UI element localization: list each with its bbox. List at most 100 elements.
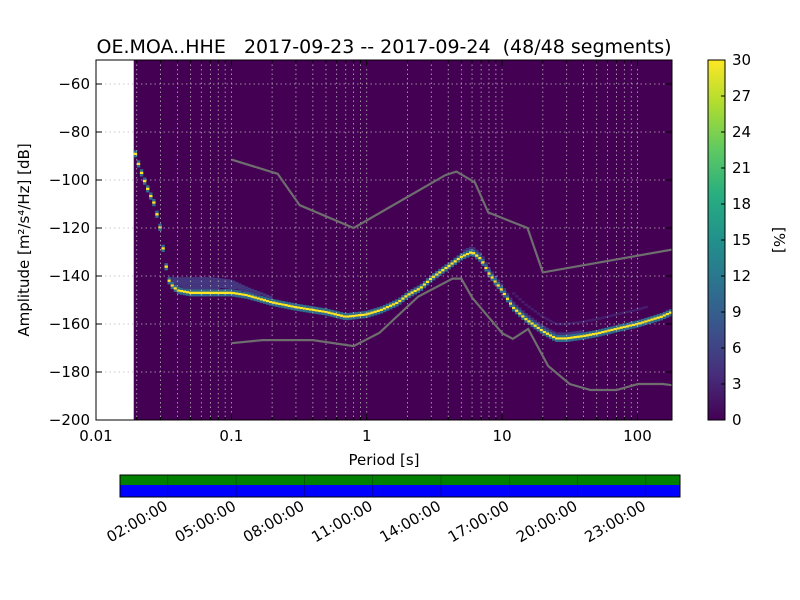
- heatmap-cell: [564, 322, 568, 326]
- heatmap-cell: [598, 334, 602, 337]
- heatmap-cell: [210, 284, 215, 288]
- heatmap-cell: [552, 331, 556, 334]
- heatmap-cell: [527, 317, 531, 321]
- heatmap-cell: [432, 277, 436, 281]
- heatmap-cell: [441, 266, 445, 270]
- heatmap-cell: [573, 338, 577, 341]
- colorbar-tick-label: 15: [732, 231, 751, 249]
- heatmap-cell: [468, 246, 473, 250]
- heatmap-cell: [484, 264, 488, 267]
- heatmap-cell: [579, 330, 584, 333]
- heatmap-cell: [499, 290, 504, 293]
- heatmap-cell: [133, 155, 138, 158]
- heatmap-cell: [179, 282, 184, 285]
- heatmap-cell: [265, 299, 270, 303]
- heatmap-cell: [542, 326, 547, 329]
- heatmap-cell: [419, 283, 424, 287]
- heatmap-cell: [232, 283, 236, 286]
- heatmap-cell: [444, 264, 448, 267]
- heatmap-cell: [435, 273, 439, 276]
- heatmap-cell: [232, 280, 236, 284]
- heatmap-cell: [219, 280, 224, 284]
- heatmap-cell: [198, 289, 202, 292]
- heatmap-cell: [262, 296, 267, 300]
- heatmap-cell: [401, 297, 405, 300]
- heatmap-cell: [179, 289, 184, 293]
- heatmap-cell: [453, 260, 457, 263]
- heatmap-cell: [662, 316, 667, 320]
- heatmap-cell: [570, 334, 574, 337]
- heatmap-cell: [472, 254, 476, 257]
- heatmap-cell: [278, 302, 282, 306]
- heatmap-cell: [650, 318, 654, 321]
- heatmap-cell: [226, 289, 230, 292]
- heatmap-cell: [628, 324, 633, 327]
- heatmap-cell: [207, 284, 211, 287]
- heatmap-cell: [170, 277, 175, 280]
- timeline-tick-label: 05:00:00: [172, 497, 239, 546]
- heatmap-cell: [512, 301, 516, 305]
- heatmap-cell: [622, 323, 627, 326]
- heatmap-cell: [607, 329, 611, 332]
- colorbar: 0 3 6 9 12 15 18 21 24 27 30 [%]: [707, 51, 788, 429]
- heatmap-cell: [555, 322, 559, 326]
- heatmap-cell: [342, 315, 347, 318]
- heatmap-cell: [610, 326, 614, 329]
- heatmap-cell: [592, 335, 596, 338]
- heatmap-cell: [508, 300, 513, 303]
- heatmap-cell: [256, 294, 261, 298]
- heatmap-cell: [564, 332, 568, 335]
- heatmap-cell: [333, 310, 338, 314]
- heatmap-cell: [465, 248, 470, 251]
- heatmap-cell: [478, 256, 482, 260]
- heatmap-cell: [182, 279, 187, 282]
- heatmap-cell: [407, 293, 411, 296]
- heatmap-cell: [558, 332, 562, 335]
- heatmap-cell: [182, 282, 187, 285]
- heatmap-cell: [210, 282, 215, 285]
- heatmap-cell: [179, 277, 184, 280]
- heatmap-cell: [638, 307, 642, 311]
- heatmap-cell: [579, 332, 584, 336]
- heatmap-cell: [558, 334, 562, 338]
- heatmap-cell: [493, 275, 497, 278]
- heatmap-cell: [281, 305, 285, 309]
- heatmap-cell: [167, 279, 171, 282]
- heatmap-cell: [305, 307, 310, 311]
- heatmap-cell: [195, 277, 199, 280]
- heatmap-cell: [456, 257, 461, 261]
- heatmap-cell: [601, 316, 605, 319]
- heatmap-cell: [226, 291, 230, 294]
- heatmap-cell: [204, 291, 208, 294]
- heatmap-cell: [539, 314, 544, 317]
- colorbar-tick-label: 0: [732, 411, 742, 429]
- heatmap-cell: [339, 312, 344, 315]
- heatmap-cell: [561, 332, 565, 335]
- colorbar-tick-label: 6: [732, 339, 742, 357]
- heatmap-cell: [312, 308, 316, 312]
- heatmap-cell: [146, 185, 150, 188]
- heatmap-cell: [290, 305, 294, 308]
- heatmap-cell: [524, 320, 528, 323]
- heatmap-cell: [186, 291, 190, 294]
- heatmap-cell: [395, 299, 399, 302]
- heatmap-cell: [244, 293, 248, 297]
- y-axis-label: Amplitude [m²/s⁴/Hz] [dB]: [15, 143, 33, 336]
- heatmap-cell: [478, 254, 482, 257]
- heatmap-cell: [262, 299, 267, 302]
- heatmap-cell: [604, 327, 608, 331]
- coverage-bar-lower: [120, 485, 680, 497]
- heatmap-cell: [548, 334, 553, 337]
- heatmap-cell: [435, 270, 439, 274]
- heatmap-cell: [296, 308, 301, 312]
- heatmap-cell: [425, 278, 430, 281]
- colorbar-tick-label: 3: [732, 375, 742, 393]
- heatmap-cell: [548, 331, 553, 335]
- heatmap-cell: [668, 313, 672, 317]
- heatmap-cell: [576, 333, 581, 336]
- heatmap-cell: [502, 290, 507, 293]
- heatmap-cell: [628, 321, 633, 325]
- heatmap-cell: [438, 271, 442, 274]
- heatmap-cell: [610, 328, 614, 332]
- heatmap-cell: [567, 334, 571, 337]
